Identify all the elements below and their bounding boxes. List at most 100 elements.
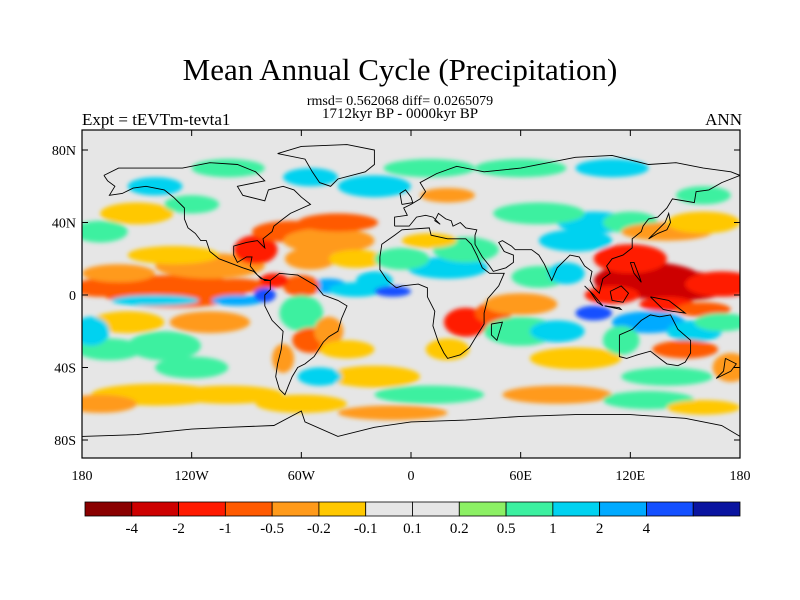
colorbar-label: 0.2: [450, 521, 469, 537]
anomaly-patch: [100, 202, 174, 225]
colorbar-label: -1: [219, 521, 232, 537]
anomaly-patch: [211, 295, 263, 306]
anomaly-patch: [502, 385, 612, 404]
anomaly-patch: [284, 247, 337, 270]
lon-tick-label: 60E: [509, 469, 532, 484]
colorbar-swatch: [84, 501, 133, 517]
anomaly-patch: [173, 385, 283, 404]
anomaly-patch: [82, 394, 137, 413]
anomaly-patch: [374, 385, 485, 404]
colorbar-label: 4: [643, 521, 651, 537]
coastline: [103, 162, 312, 281]
period-line: 1712kyr BP - 0000kyr BP: [321, 106, 479, 122]
anomaly-patch: [676, 186, 731, 205]
colorbar-label: 0.5: [497, 521, 516, 537]
anomaly-patch: [82, 316, 110, 346]
coastlines: [82, 144, 740, 437]
coastline: [629, 261, 642, 283]
lat-tick-label: 40S: [54, 362, 76, 377]
anomaly-patch: [484, 293, 558, 315]
anomaly-patch: [612, 311, 686, 334]
anomaly-patch: [127, 177, 183, 196]
anomaly-patch: [255, 394, 347, 413]
anomaly-patch: [111, 295, 199, 306]
anomaly-patch: [283, 275, 320, 297]
colorbar-label: -0.1: [354, 521, 378, 537]
anomaly-patch: [191, 159, 265, 178]
colorbar-swatch: [318, 501, 367, 517]
anomaly-patch: [685, 271, 740, 297]
coastline: [82, 410, 740, 437]
colorbar-label: -2: [172, 521, 185, 537]
coastline: [650, 296, 687, 314]
anomaly-patch: [169, 311, 251, 334]
anomaly-patch: [602, 325, 640, 355]
coastline: [618, 314, 692, 367]
anomaly-patch: [529, 320, 585, 343]
anomaly-patch: [356, 271, 393, 290]
colorbar-label: -0.5: [260, 521, 284, 537]
colorbar: -4 -2 -1 -0.5 -0.2 -0.1 0.1 0.2 0.5 1 2 4: [84, 501, 741, 537]
coastline: [648, 211, 671, 240]
anomaly-patch: [155, 356, 229, 379]
lat-tick-label: 80S: [54, 434, 76, 449]
coastline: [609, 285, 630, 303]
anomaly-patch: [383, 159, 475, 178]
anomaly-patch: [164, 195, 220, 214]
anomaly-patch: [666, 400, 740, 415]
lon-tick-label: 180: [730, 469, 751, 484]
anomaly-patch: [314, 316, 344, 346]
lon-tick-label: 120E: [616, 469, 646, 484]
anomaly-patch: [548, 262, 585, 285]
coastline: [399, 189, 414, 205]
anomaly-patch: [233, 235, 278, 265]
anomaly-patch: [652, 340, 719, 359]
anomaly-patch: [666, 211, 740, 234]
lon-tick-label: 180: [72, 469, 93, 484]
colorbar-label: -0.2: [307, 521, 331, 537]
season-label: ANN: [705, 110, 742, 129]
colorbar-swatch: [224, 501, 273, 517]
lon-tick-label: 0: [408, 469, 415, 484]
anomaly-patch: [493, 202, 585, 225]
colorbar-swatch: [505, 501, 554, 517]
anomaly-patch: [676, 302, 731, 317]
axis-ticks: 80N 40N 0 40S 80S 180 120W 60W 0 60E 120E 180: [52, 130, 751, 484]
anomaly-patch: [593, 244, 667, 274]
coastline: [379, 227, 505, 359]
coastline: [584, 285, 604, 307]
colorbar-label: -4: [126, 521, 139, 537]
anomaly-patch: [420, 188, 475, 203]
colorbar-swatch: [178, 501, 226, 517]
lat-tick-label: 80N: [52, 144, 76, 159]
anomaly-patch: [319, 340, 375, 359]
colorbar-swatch: [271, 501, 320, 517]
colorbar-swatch: [412, 501, 460, 517]
anomaly-patch: [401, 233, 457, 248]
anomaly-patch: [297, 367, 342, 386]
lon-tick-label: 120W: [175, 469, 210, 484]
anomaly-field: [82, 159, 740, 421]
anomaly-patch: [575, 305, 613, 321]
anomaly-patch: [297, 213, 379, 232]
lon-tick-label: 60W: [288, 469, 316, 484]
colorbar-swatch: [552, 501, 601, 517]
colorbar-swatch: [599, 501, 647, 517]
anomaly-patch: [425, 338, 470, 361]
anomaly-patch: [374, 286, 412, 297]
colorbar-label: 0.1: [403, 521, 422, 537]
colorbar-swatch: [458, 501, 507, 517]
anomaly-patch: [575, 159, 649, 178]
lat-tick-label: 40N: [52, 217, 76, 232]
colorbar-swatch: [131, 501, 179, 517]
anomaly-patch: [283, 168, 338, 187]
anomaly-patch: [538, 229, 613, 252]
coastline: [604, 305, 623, 311]
anomaly-patch: [127, 331, 201, 361]
anomaly-patch: [91, 311, 165, 334]
chart-title: Mean Annual Cycle (Precipitation): [182, 52, 618, 87]
colorbar-swatch: [365, 501, 413, 517]
coastline: [264, 272, 348, 396]
experiment-label: Expt = tEVTm-tevta1: [82, 110, 231, 129]
